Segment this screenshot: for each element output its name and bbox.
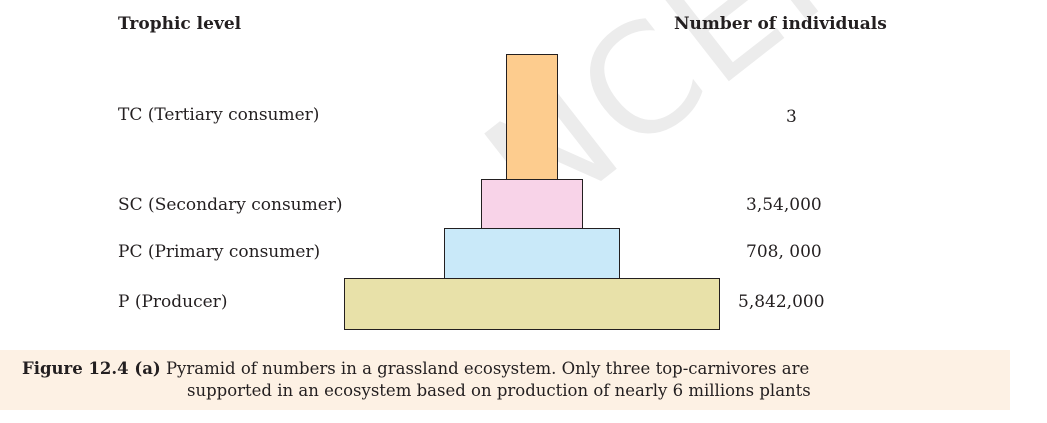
count-secondary: 3,54,000 <box>746 195 822 215</box>
level-label-tertiary: TC (Tertiary consumer) <box>118 105 320 125</box>
level-label-producer: P (Producer) <box>118 292 228 312</box>
caption-line-2: supported in an ecosystem based on produ… <box>187 381 811 400</box>
caption-line-1: Pyramid of numbers in a grassland ecosys… <box>165 359 810 378</box>
figure-caption: Figure 12.4 (a) Pyramid of numbers in a … <box>22 358 997 402</box>
pyramid-bar-producer <box>344 278 720 330</box>
count-primary: 708, 000 <box>746 242 822 262</box>
caption-background <box>0 350 1010 410</box>
trophic-level-header: Trophic level <box>118 14 242 34</box>
count-tertiary: 3 <box>786 107 797 127</box>
figure-number: Figure 12.4 (a) <box>22 359 161 378</box>
count-producer: 5,842,000 <box>738 292 825 312</box>
level-label-secondary: SC (Secondary consumer) <box>118 195 343 215</box>
pyramid-bar-tertiary <box>506 54 558 181</box>
pyramid-bar-secondary <box>481 179 583 230</box>
pyramid-bar-primary <box>444 228 620 280</box>
number-of-individuals-header: Number of individuals <box>674 14 887 34</box>
level-label-primary: PC (Primary consumer) <box>118 242 321 262</box>
